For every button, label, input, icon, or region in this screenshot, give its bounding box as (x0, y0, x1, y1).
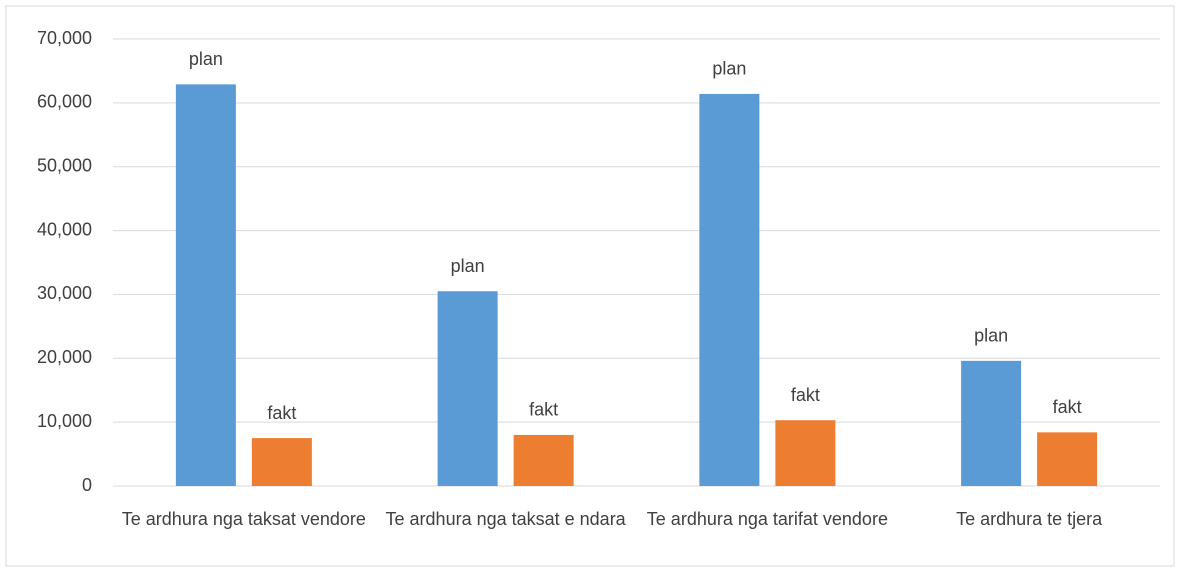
data-label: plan (189, 49, 223, 69)
data-label: fakt (529, 400, 558, 420)
data-label: fakt (791, 385, 820, 405)
bar (961, 360, 1022, 486)
y-tick-label: 0 (82, 475, 92, 495)
x-tick-label: Te ardhura te tjera (956, 509, 1103, 529)
bar (775, 420, 836, 486)
data-label: fakt (267, 403, 296, 423)
bar (175, 84, 236, 487)
x-tick-label: Te ardhura nga taksat e ndara (385, 509, 626, 529)
bar (251, 438, 312, 486)
data-label: plan (451, 256, 485, 276)
bar (699, 93, 760, 486)
bar (1037, 432, 1098, 486)
bar (437, 291, 498, 486)
y-tick-label: 60,000 (37, 92, 92, 112)
y-tick-label: 50,000 (37, 155, 92, 175)
data-label: fakt (1053, 397, 1082, 417)
data-label: plan (974, 326, 1008, 346)
bar (513, 434, 574, 486)
y-tick-label: 70,000 (37, 28, 92, 48)
y-tick-label: 10,000 (37, 411, 92, 431)
data-label: plan (712, 59, 746, 79)
y-tick-label: 20,000 (37, 347, 92, 367)
y-tick-label: 30,000 (37, 283, 92, 303)
x-tick-label: Te ardhura nga tarifat vendore (646, 509, 888, 529)
x-tick-label: Te ardhura nga taksat vendore (121, 509, 366, 529)
y-tick-label: 40,000 (37, 219, 92, 239)
